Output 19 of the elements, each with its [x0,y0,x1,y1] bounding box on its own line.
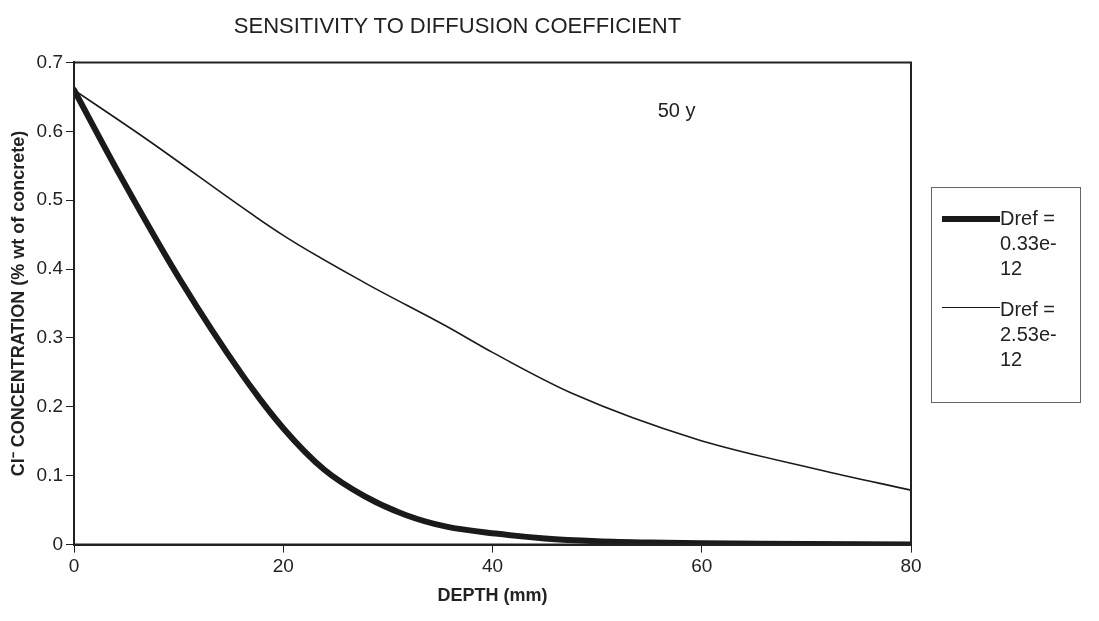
x-tick-label: 0 [68,555,80,577]
x-tick-label: 40 [481,555,504,577]
y-tick-label: 0.3 [36,326,64,348]
y-axis-title: Cl⁻ CONCENTRATION (% wt of concrete) [7,130,28,477]
x-tick-label: 60 [691,555,713,577]
chart-title: SENSITIVITY TO DIFFUSION COEFFICIENT [233,13,682,39]
y-tick-label: 0.1 [36,463,64,485]
x-tick-label: 80 [900,555,922,577]
y-tick-label: 0.7 [36,50,64,72]
y-tick-label: 0 [52,532,64,554]
y-tick-label: 0.5 [36,188,64,210]
annotation: 50 y [657,99,696,122]
x-tick-label: 20 [272,555,294,577]
legend-label: Dref = 0.33e-12 [1000,206,1058,281]
y-tick-label: 0.4 [36,257,64,279]
x-axis-title: DEPTH (mm) [437,585,548,606]
y-tick-label: 0.6 [36,119,64,141]
y-tick-label: 0.2 [36,395,64,417]
legend-label: Dref = 2.53e-12 [1000,297,1058,372]
